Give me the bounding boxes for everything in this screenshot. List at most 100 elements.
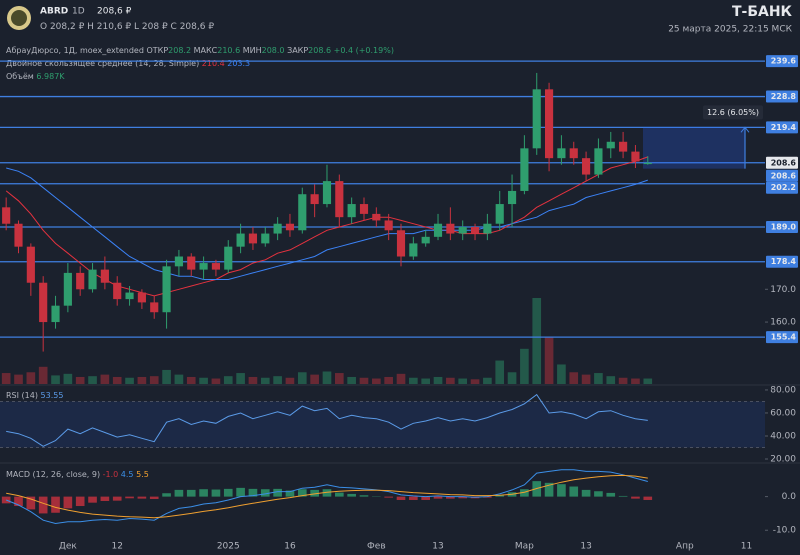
open: O 208,2 ₽ (40, 22, 85, 32)
candle-body (285, 223, 295, 231)
histogram-bar (149, 496, 159, 499)
volume-bar (174, 374, 184, 384)
candle-body (409, 243, 418, 257)
candle-body (446, 223, 455, 234)
volume-bar (643, 378, 653, 384)
candle-body (63, 272, 72, 306)
change: +0.4 (+0.19%) (334, 46, 394, 55)
interval: 1D (72, 7, 85, 17)
histogram-bar (359, 495, 369, 497)
histogram-bar (236, 487, 245, 497)
brand: Т-БАНК (732, 4, 793, 20)
symbol: АбрауДюрсо, 1Д, moex_extended (6, 46, 144, 55)
volume-label: Объём (6, 72, 34, 81)
candle-body (532, 89, 541, 149)
histogram-bar (26, 496, 36, 510)
x-tick-label: 12 (111, 542, 122, 552)
volume-bar (125, 377, 134, 384)
measure-box (643, 127, 745, 169)
histogram-bar (51, 496, 60, 513)
volume-bar (359, 377, 369, 384)
volume-bar (211, 378, 221, 384)
volume-bar (409, 377, 418, 384)
rsi-title: RSI (14) (6, 391, 38, 400)
low: L 208 ₽ (134, 22, 168, 32)
histogram-bar (433, 496, 443, 499)
histogram-bar (643, 496, 653, 500)
candle-body (557, 148, 566, 159)
volume-bar (631, 378, 640, 384)
volume-bar (470, 379, 480, 384)
histogram-bar (162, 493, 171, 497)
value: 210.6 (217, 46, 240, 55)
candle-body (483, 223, 492, 234)
close: C 208,6 ₽ (171, 22, 215, 32)
volume-bar (285, 377, 295, 384)
candle-body (39, 282, 48, 323)
candle-body (100, 269, 109, 283)
volume-bar (100, 374, 110, 384)
x-tick-label: Мар (515, 542, 534, 552)
level-tag (766, 181, 798, 194)
macd-value: 5.5 (136, 470, 149, 479)
candle-body (545, 89, 554, 159)
level-label: 178.4 (771, 257, 797, 266)
level-label: 219.4 (771, 123, 797, 132)
histogram-bar (606, 492, 616, 497)
histogram-bar (186, 489, 196, 497)
volume-bar (236, 373, 245, 384)
histogram-bar (38, 496, 48, 514)
level-label: 189.0 (771, 223, 797, 232)
candle-body (88, 269, 97, 290)
candle-body (495, 204, 504, 224)
y-tick-label: 160.0 (770, 318, 796, 328)
candle-body (199, 263, 208, 270)
macd-value: -1.0 (103, 470, 119, 479)
volume-bar (581, 374, 591, 384)
histogram-bar (396, 496, 406, 500)
volume-bar (458, 378, 468, 384)
candle-body (298, 194, 307, 231)
rsi-line (6, 393, 648, 447)
x-tick-label: Дек (59, 542, 78, 552)
candle-body (569, 148, 578, 159)
histogram-bar (347, 493, 356, 497)
moving-average (6, 167, 648, 280)
histogram-bar (446, 496, 455, 499)
histogram-bar (63, 496, 73, 509)
histogram-bar (100, 496, 110, 501)
volume-bar (75, 376, 85, 384)
volume-bar (483, 377, 492, 384)
candle-body (606, 141, 615, 149)
histogram-bar (260, 489, 270, 497)
histogram-bar (1, 496, 11, 504)
macd-legend: MACD (12, 26, close, 9) -1.0 4.5 5.5 (6, 470, 149, 479)
candle-body (433, 223, 443, 237)
histogram-bar (618, 495, 628, 497)
volume-bar (446, 377, 455, 384)
histogram-bar (569, 486, 579, 497)
level-tag (766, 255, 798, 268)
volume-bar (1, 373, 11, 384)
volume-bar (618, 377, 628, 384)
value: 208.6 (308, 46, 331, 55)
high: H 210,6 ₽ (87, 22, 131, 32)
histogram-bar (125, 496, 134, 499)
candle-body (631, 151, 640, 162)
histogram-bar (581, 489, 591, 497)
volume-bar (38, 366, 48, 384)
candle-body (619, 141, 628, 152)
volume-bar (63, 373, 73, 384)
candle-body (224, 246, 233, 270)
histogram-bar (557, 484, 566, 497)
volume-bar (186, 376, 196, 384)
volume-bar (26, 372, 36, 384)
x-tick-label: 11 (741, 542, 752, 552)
candle-body (137, 292, 146, 303)
candle-body (421, 236, 430, 244)
y-tick-label: 20.00 (770, 455, 796, 465)
histogram-bar (594, 491, 603, 497)
level-tag (766, 221, 798, 234)
ma-label: Двойное скользящее среднее (14, 28, Simp… (6, 59, 199, 68)
level-tag (766, 55, 798, 68)
